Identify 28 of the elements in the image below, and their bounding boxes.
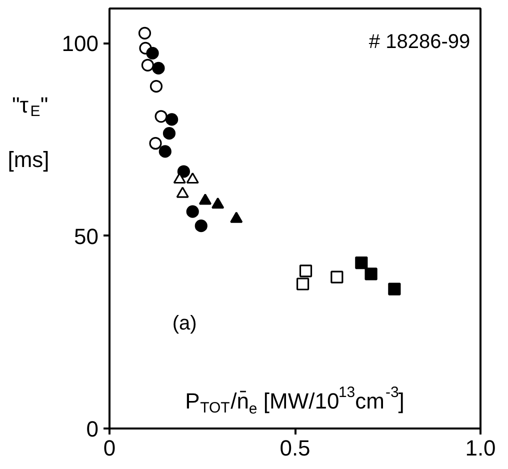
point (194, 220, 208, 232)
annotation: # 18286-99 (368, 31, 470, 54)
y-tick-label: 50 (74, 224, 99, 249)
y-tick-label: 0 (86, 416, 99, 442)
point (146, 46, 159, 60)
point (330, 270, 344, 284)
annotation: (a) (172, 312, 197, 334)
point (364, 268, 378, 280)
point (150, 80, 163, 93)
point (186, 205, 199, 218)
point (158, 145, 172, 158)
point (149, 137, 162, 150)
point (162, 127, 176, 140)
x-tick-label: 0 (103, 436, 116, 460)
point (152, 62, 165, 75)
point (154, 110, 168, 123)
point (177, 165, 190, 178)
point (299, 264, 312, 278)
point (138, 26, 152, 40)
point (296, 278, 310, 290)
point (166, 113, 178, 126)
y-tick-label: 100 (62, 31, 99, 56)
point (141, 58, 154, 72)
point (198, 194, 212, 205)
x-tick-label: 0.5 (280, 436, 310, 460)
x-tick-label: 1.0 (465, 436, 496, 460)
point (388, 282, 401, 296)
point (355, 256, 368, 270)
